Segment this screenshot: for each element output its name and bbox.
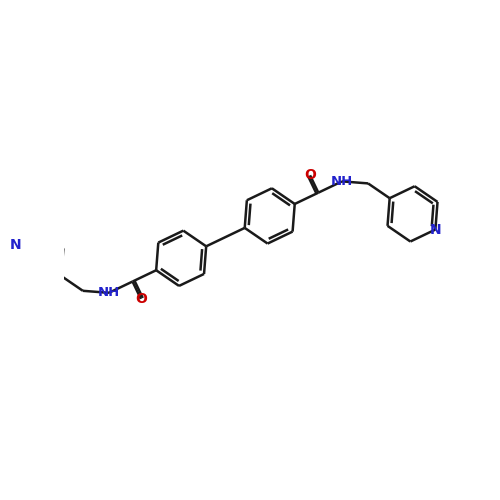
Text: NH: NH	[98, 286, 120, 300]
Text: N: N	[10, 238, 22, 252]
Text: NH: NH	[331, 175, 353, 188]
Text: O: O	[135, 292, 147, 306]
Text: N: N	[430, 222, 441, 236]
Text: O: O	[304, 168, 316, 182]
